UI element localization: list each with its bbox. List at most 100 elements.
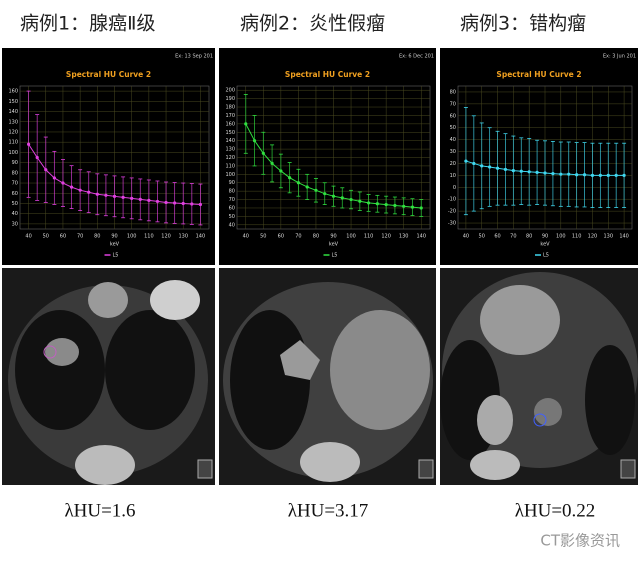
x-tick-label: 90: [111, 234, 117, 240]
point: [173, 201, 177, 205]
point: [366, 201, 371, 205]
point: [503, 167, 508, 172]
x-tick-label: 80: [526, 234, 532, 240]
point: [551, 171, 555, 176]
y-tick-label: 150: [225, 130, 235, 136]
point: [480, 164, 484, 168]
point: [331, 194, 336, 198]
y-tick-label: 160: [225, 121, 235, 127]
chart-title: Spectral HU Curve 2: [496, 70, 581, 79]
point: [358, 199, 362, 203]
y-tick-label: 200: [225, 88, 235, 94]
y-tick-label: -20: [448, 209, 456, 215]
point: [590, 173, 595, 177]
point: [244, 122, 248, 126]
point: [155, 199, 160, 204]
y-tick-label: 190: [225, 96, 235, 102]
y-tick-label: 120: [225, 155, 235, 161]
x-tick-label: 130: [178, 234, 188, 240]
x-tick-label: 140: [619, 234, 629, 240]
y-tick-label: 40: [450, 137, 456, 143]
y-tick-label: 70: [12, 181, 18, 187]
point: [519, 169, 523, 173]
y-tick-label: 40: [229, 222, 235, 228]
y-tick-label: 20: [450, 161, 456, 167]
x-tick-label: 110: [364, 234, 374, 240]
point: [384, 203, 388, 207]
point: [340, 196, 344, 200]
x-tick-label: 120: [588, 234, 598, 240]
point: [181, 201, 185, 206]
caption: λHU=0.22: [515, 500, 596, 521]
x-tick-label: 60: [494, 234, 500, 240]
y-tick-label: 10: [450, 173, 456, 179]
legend-label: L5: [332, 253, 338, 259]
point: [35, 155, 39, 160]
y-tick-label: 110: [8, 140, 18, 146]
x-tick-label: 70: [77, 234, 83, 240]
y-tick-label: 80: [450, 89, 456, 95]
caption: λHU=3.17: [288, 500, 369, 521]
y-tick-label: 120: [8, 129, 18, 135]
y-tick-label: 90: [229, 180, 235, 186]
x-tick-label: 70: [295, 234, 301, 240]
point: [535, 170, 539, 174]
point: [419, 206, 423, 210]
x-tick-label: 60: [60, 234, 66, 240]
point: [575, 173, 579, 177]
point: [61, 181, 65, 185]
y-tick-label: 80: [229, 189, 235, 195]
point: [410, 205, 415, 209]
y-tick-label: 30: [450, 149, 456, 155]
point: [26, 142, 31, 146]
x-tick-label: 110: [572, 234, 582, 240]
point: [130, 196, 134, 200]
point: [305, 185, 309, 189]
y-tick-label: 60: [12, 191, 18, 197]
point: [495, 166, 500, 170]
y-tick-label: 180: [225, 105, 235, 111]
point: [393, 203, 397, 208]
x-tick-label: 80: [94, 234, 100, 240]
point: [614, 173, 618, 177]
x-tick-label: 120: [161, 234, 171, 240]
point: [582, 173, 587, 177]
y-tick-label: 130: [8, 119, 18, 125]
x-tick-label: 50: [43, 234, 49, 240]
x-tick-label: 100: [127, 234, 137, 240]
y-tick-label: 150: [8, 99, 18, 105]
point: [279, 169, 283, 173]
case-header: 病例1：腺癌Ⅱ级: [20, 13, 155, 35]
watermark: CT影像资讯: [540, 532, 620, 550]
point: [44, 168, 48, 172]
point: [402, 204, 406, 208]
y-tick-label: 90: [12, 160, 18, 166]
point: [52, 176, 56, 180]
case-header: 病例3：错构瘤: [460, 13, 586, 35]
x-tick-label: 60: [278, 234, 284, 240]
x-axis-label: keV: [110, 242, 120, 248]
point: [314, 188, 318, 192]
y-tick-label: 140: [225, 138, 235, 144]
point: [87, 190, 91, 194]
point: [95, 192, 99, 196]
x-tick-label: 40: [243, 234, 249, 240]
point: [270, 161, 274, 165]
case-header: 病例2：炎性假瘤: [240, 13, 385, 35]
point: [567, 172, 571, 176]
x-tick-label: 140: [196, 234, 206, 240]
y-tick-label: 110: [225, 163, 235, 169]
y-tick-label: 30: [12, 221, 18, 227]
point: [288, 176, 292, 180]
point: [138, 197, 142, 201]
x-tick-label: 80: [313, 234, 319, 240]
x-axis-label: keV: [540, 242, 550, 248]
x-tick-label: 50: [479, 234, 485, 240]
y-tick-label: 70: [229, 197, 235, 203]
point: [164, 200, 168, 205]
chart-title: Spectral HU Curve 2: [285, 70, 370, 79]
point: [488, 165, 492, 169]
x-tick-label: 100: [556, 234, 566, 240]
y-tick-label: 130: [225, 147, 235, 153]
